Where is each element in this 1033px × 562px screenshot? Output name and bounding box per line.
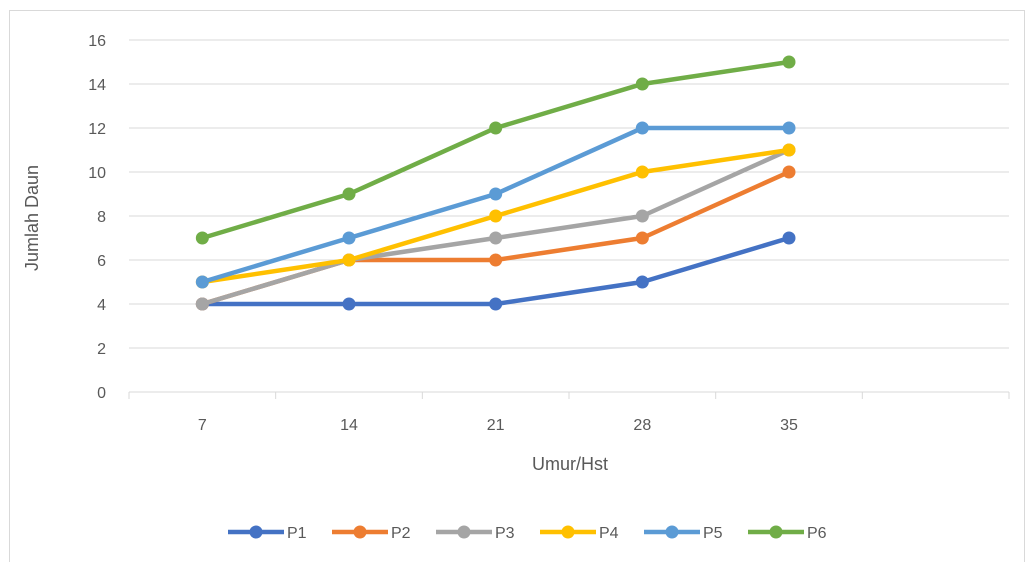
legend-label: P3: [495, 525, 515, 542]
chart-border-left: [9, 10, 10, 562]
data-point-p2: [635, 231, 649, 245]
data-point-p6: [342, 187, 356, 201]
data-point-p6: [782, 55, 796, 69]
data-point-p6: [635, 77, 649, 91]
series-p3: [195, 143, 796, 311]
y-axis-tick-labels: 0 2 4 6 8 10 12 14 16: [88, 33, 106, 402]
legend-item-p2: P2: [332, 525, 411, 542]
data-point-p6: [195, 231, 209, 245]
data-point-p1: [342, 297, 356, 311]
legend-item-p4: P4: [540, 525, 619, 542]
data-point-p3: [489, 231, 503, 245]
legend-label: P1: [287, 525, 307, 542]
legend-swatch-marker: [665, 525, 679, 539]
data-point-p1: [489, 297, 503, 311]
legend-label: P2: [391, 525, 411, 542]
data-point-p3: [635, 209, 649, 223]
legend-item-p1: P1: [228, 525, 307, 542]
y-tick-label: 6: [97, 253, 106, 270]
y-tick-label: 2: [97, 341, 106, 358]
data-point-p4: [489, 209, 503, 223]
x-tick-label: 7: [198, 417, 207, 434]
x-tick-label: 21: [487, 417, 505, 434]
data-point-p6: [489, 121, 503, 135]
x-tick-label: 28: [633, 417, 651, 434]
data-point-p5: [195, 275, 209, 289]
chart-border-top: [9, 10, 1025, 11]
data-point-p5: [635, 121, 649, 135]
legend-item-p3: P3: [436, 525, 515, 542]
y-tick-label: 0: [97, 385, 106, 402]
data-point-p4: [782, 143, 796, 157]
data-point-p4: [342, 253, 356, 267]
data-point-p2: [489, 253, 503, 267]
series-p5: [195, 121, 796, 289]
y-tick-label: 8: [97, 209, 106, 226]
y-tick-label: 14: [88, 77, 106, 94]
x-tick-label: 35: [780, 417, 798, 434]
y-tick-label: 10: [88, 165, 106, 182]
legend-label: P6: [807, 525, 827, 542]
data-point-p1: [635, 275, 649, 289]
legend-swatch-marker: [561, 525, 575, 539]
y-axis-title: Jumlah Daun: [22, 165, 42, 271]
data-point-p5: [342, 231, 356, 245]
x-axis: [128, 391, 1010, 399]
legend-item-p5: P5: [644, 525, 723, 542]
x-axis-tick-labels: 7 14 21 28 35: [198, 417, 798, 434]
chart-border-right: [1024, 10, 1025, 562]
legend-swatch-marker: [353, 525, 367, 539]
series-lines: [195, 55, 796, 311]
data-point-p4: [635, 165, 649, 179]
y-tick-label: 4: [97, 297, 106, 314]
data-point-p1: [782, 231, 796, 245]
legend-swatch-marker: [769, 525, 783, 539]
legend-label: P4: [599, 525, 619, 542]
legend-swatch-marker: [457, 525, 471, 539]
legend-item-p6: P6: [748, 525, 827, 542]
data-point-p3: [195, 297, 209, 311]
legend-label: P5: [703, 525, 723, 542]
series-line-p3: [200, 147, 792, 307]
y-tick-label: 16: [88, 33, 106, 50]
data-point-p2: [782, 165, 796, 179]
legend: P1 P2 P3 P4 P5 P6: [228, 525, 827, 542]
data-point-p5: [782, 121, 796, 135]
x-tick-label: 14: [340, 417, 358, 434]
series-p6: [195, 55, 796, 245]
data-point-p5: [489, 187, 503, 201]
x-axis-title: Umur/Hst: [532, 454, 608, 474]
y-tick-label: 12: [88, 121, 106, 138]
legend-swatch-marker: [249, 525, 263, 539]
